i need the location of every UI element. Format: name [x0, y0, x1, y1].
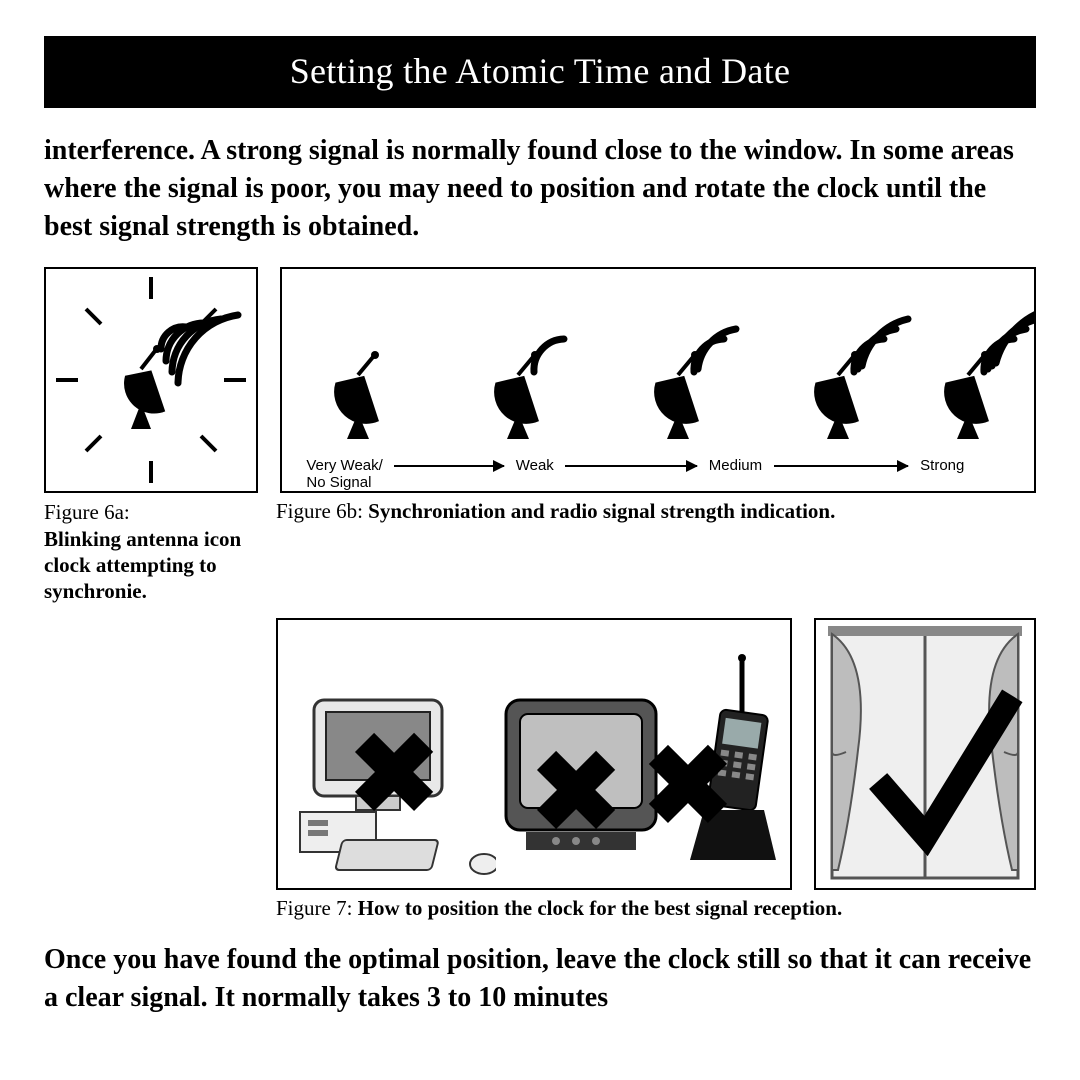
figure-row-6: Very Weak/ No Signal Weak Medium Strong — [44, 267, 1036, 493]
window-icon — [816, 620, 1034, 888]
intro-paragraph: interference. A strong signal is normall… — [44, 132, 1036, 245]
section-title: Setting the Atomic Time and Date — [44, 36, 1036, 108]
cross-mark-icon: ✖ — [530, 738, 622, 848]
figure-6b-caption: Figure 6b: Synchroniation and radio sign… — [276, 499, 1036, 604]
cross-mark-icon: ✖ — [642, 732, 734, 842]
figure-6b: Very Weak/ No Signal Weak Medium Strong — [280, 267, 1036, 493]
closing-paragraph: Once you have found the optimal position… — [44, 941, 1036, 1017]
arrow-icon — [565, 465, 697, 467]
clock-antenna-icon — [46, 269, 256, 491]
signal-level-label: Very Weak/ No Signal — [306, 457, 382, 491]
figure-6a-caption: Figure 6a: Blinking antenna icon clock a… — [44, 499, 254, 604]
signal-level-label: Weak — [516, 457, 554, 474]
figure-7-good — [814, 618, 1036, 890]
arrow-icon — [774, 465, 908, 467]
figure-6a — [44, 267, 258, 493]
signal-level-label: Strong — [920, 457, 964, 474]
figure-7-caption: Figure 7: How to position the clock for … — [276, 896, 1036, 921]
arrow-icon — [394, 465, 504, 467]
cross-mark-icon: ✖ — [348, 720, 440, 830]
figure-7-bad: ✖ ✖ — [276, 618, 792, 890]
signal-level-label: Medium — [709, 457, 762, 474]
